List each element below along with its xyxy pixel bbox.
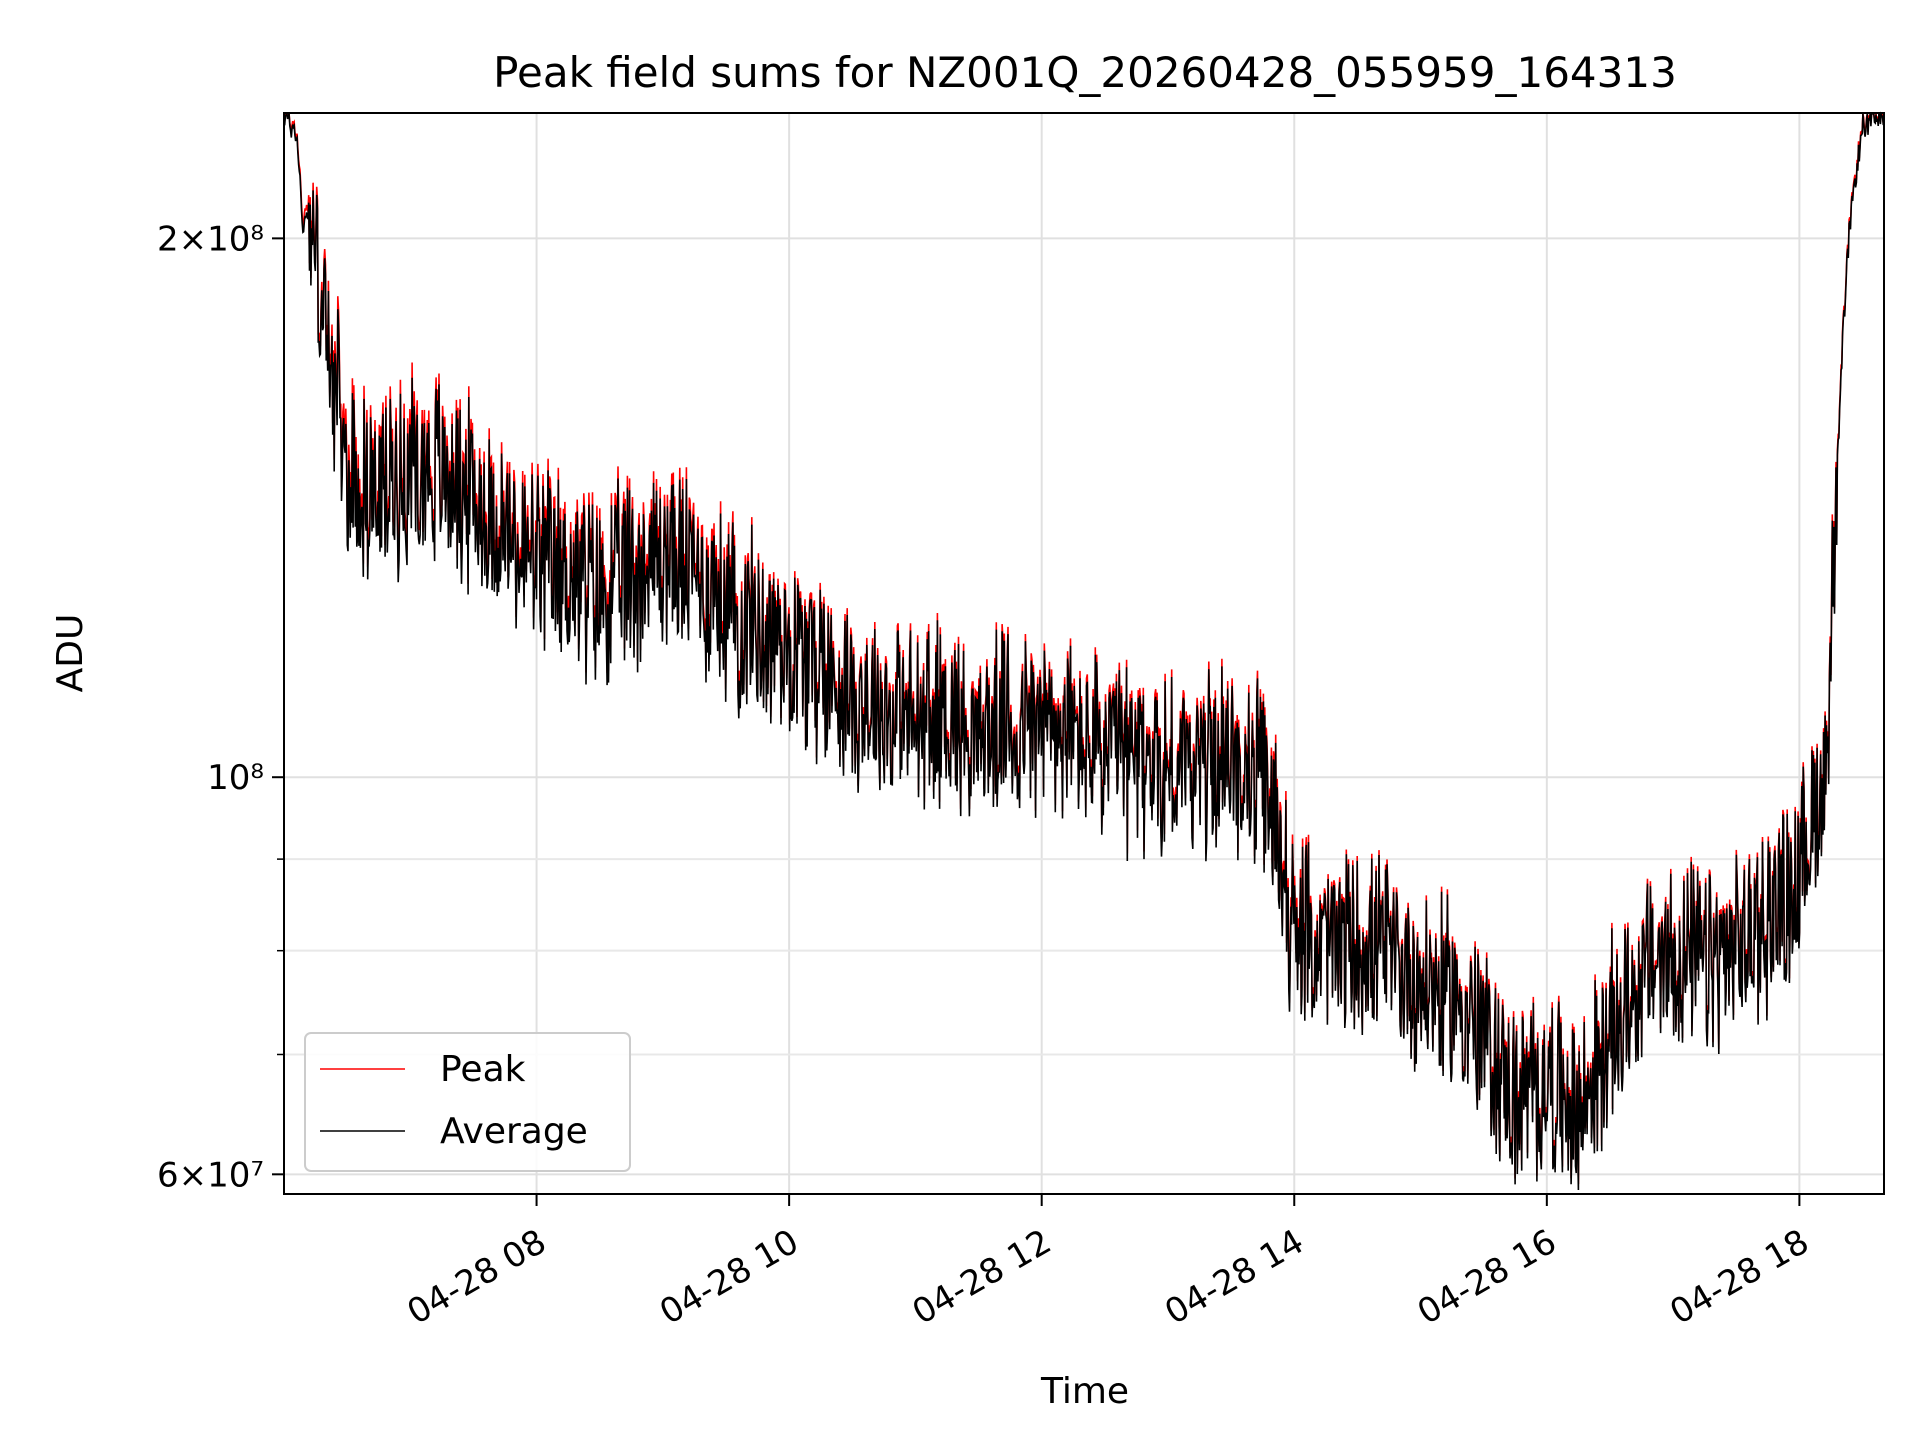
plot-frame [283,112,1885,1195]
y-axis-title: ADU [50,614,91,693]
legend-label-average: Average [440,1111,588,1152]
y-tick-label-0: 6×10⁷ [157,1155,264,1195]
y-tick-label-2: 2×10⁸ [157,219,264,259]
chart-title: Peak field sums for NZ001Q_20260428_0559… [493,48,1677,97]
series-line-average [283,111,1885,1191]
y-axis: 6×10⁷ 10⁸ 2×10⁸ [157,219,284,1195]
x-axis-title: Time [1040,1371,1129,1412]
legend: Peak Average [304,1032,631,1172]
legend-label-peak: Peak [440,1049,526,1090]
y-tick-label-1: 10⁸ [207,758,264,798]
series-layer [283,111,1885,1191]
legend-frame [304,1032,631,1172]
